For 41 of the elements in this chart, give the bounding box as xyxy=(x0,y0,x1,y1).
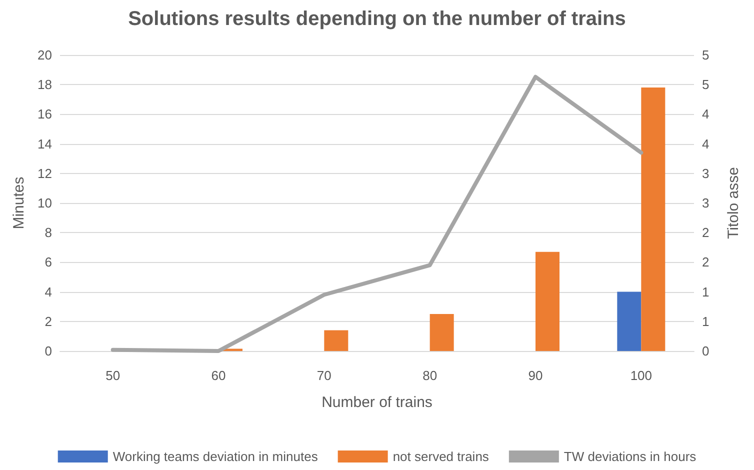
y2-tick-label: 4 xyxy=(702,106,710,122)
legend-label: TW deviations in hours xyxy=(564,449,697,464)
bar xyxy=(430,314,454,351)
y2-tick-label: 1 xyxy=(702,314,710,329)
y-tick-label: 6 xyxy=(44,254,52,270)
y2-tick-label: 4 xyxy=(702,136,710,152)
x-tick-label: 80 xyxy=(422,368,438,383)
bar xyxy=(617,292,642,351)
y2-axis-title: Titolo asse xyxy=(725,167,742,239)
y2-tick-label: 2 xyxy=(702,225,710,240)
y2-tick-label: 5 xyxy=(702,48,710,62)
bar xyxy=(324,330,348,351)
x-tick-label: 90 xyxy=(528,368,543,383)
bar xyxy=(641,88,666,351)
y2-tick-label: 1 xyxy=(702,284,710,300)
y2-tick-label: 2 xyxy=(702,254,710,270)
y-tick-label: 0 xyxy=(44,344,52,358)
y-tick-label: 12 xyxy=(38,166,52,181)
y-tick-label: 16 xyxy=(38,106,52,122)
y-tick-label: 20 xyxy=(38,48,52,62)
x-tick-label: 60 xyxy=(211,368,226,383)
x-axis-title: Number of trains xyxy=(322,394,432,411)
y-tick-label: 14 xyxy=(38,136,52,152)
y-tick-label: 2 xyxy=(44,314,52,329)
x-tick-label: 50 xyxy=(106,368,120,383)
legend-label: Working teams deviation in minutes xyxy=(112,449,318,464)
legend-label: not served trains xyxy=(392,449,490,464)
y2-tick-label: 3 xyxy=(702,166,710,181)
y-axis-title: Minutes xyxy=(10,176,28,230)
y2-tick-label: 0 xyxy=(702,344,710,358)
x-tick-label: 70 xyxy=(316,368,332,383)
y-tick-label: 10 xyxy=(38,196,52,210)
y-tick-label: 8 xyxy=(44,225,52,240)
bar xyxy=(536,252,560,351)
y2-tick-label: 3 xyxy=(702,196,710,210)
y2-tick-label: 5 xyxy=(702,77,710,92)
y-tick-label: 4 xyxy=(44,284,52,300)
line-series xyxy=(110,74,644,353)
chart-title: Solutions results depending on the number of trains xyxy=(128,8,626,30)
x-tick-label: 100 xyxy=(630,368,652,383)
y-tick-label: 18 xyxy=(38,77,52,92)
